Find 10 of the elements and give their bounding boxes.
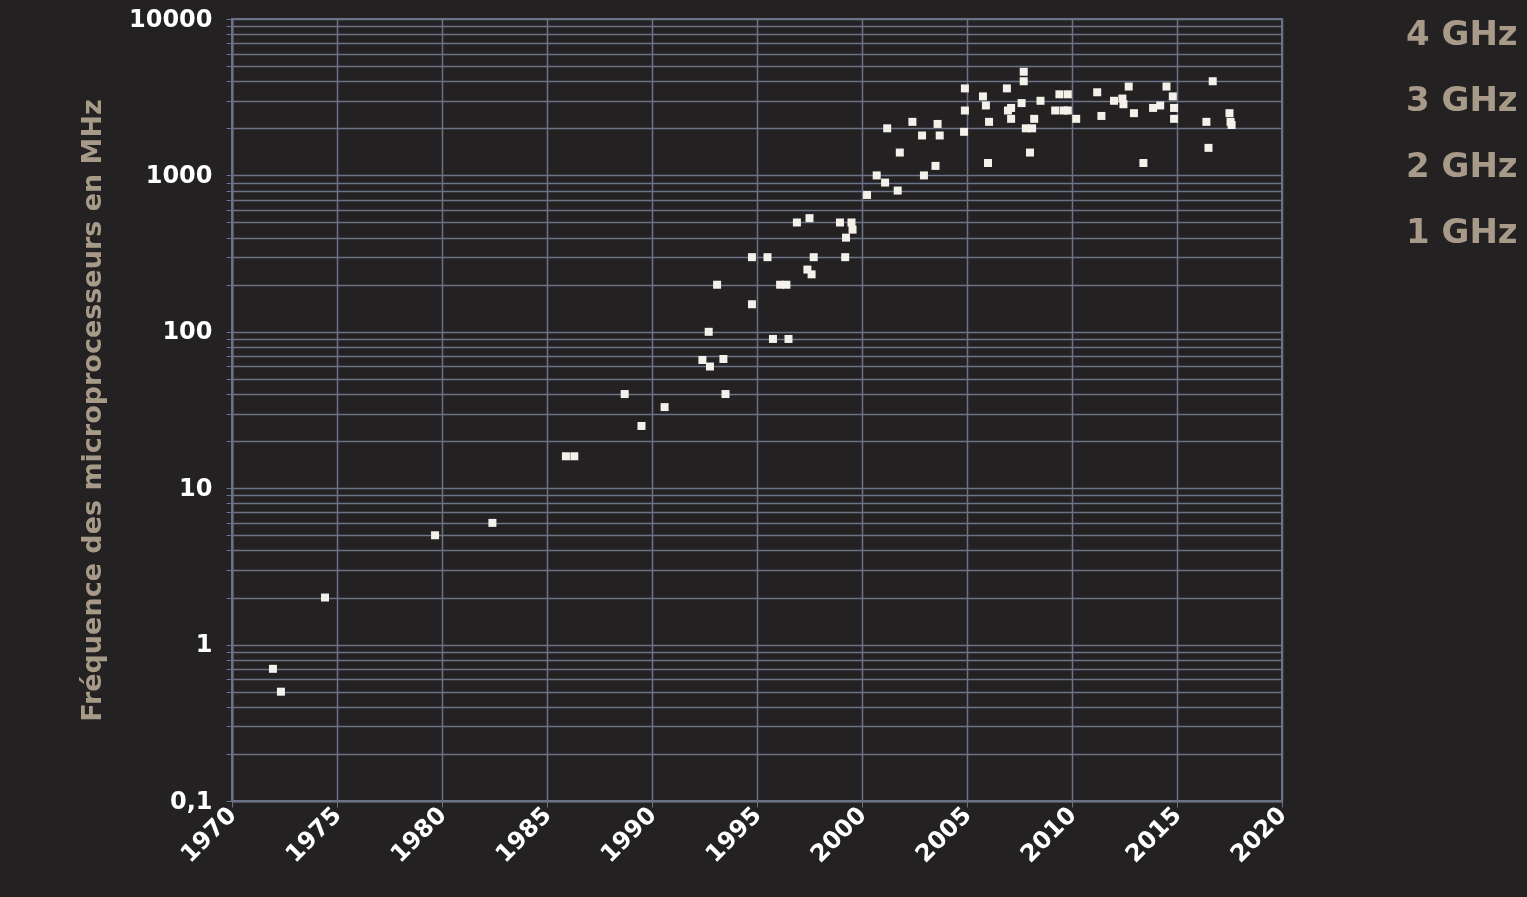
y-tick-label: 1000 [145,160,213,189]
text: 3 GHz [1406,78,1518,121]
text: 1 GHz [1406,210,1518,253]
text: 2 GHz [1406,144,1518,187]
y-axis-title: Fréquence des microprocesseurs en MHz [76,99,107,722]
text: 4 GHz [1406,12,1518,55]
y-tick-label: 10 [179,473,213,502]
y-tick-label: 100 [162,317,213,346]
y-tick-label: 10000 [129,4,213,33]
y-tick-label: 1 [195,630,213,659]
